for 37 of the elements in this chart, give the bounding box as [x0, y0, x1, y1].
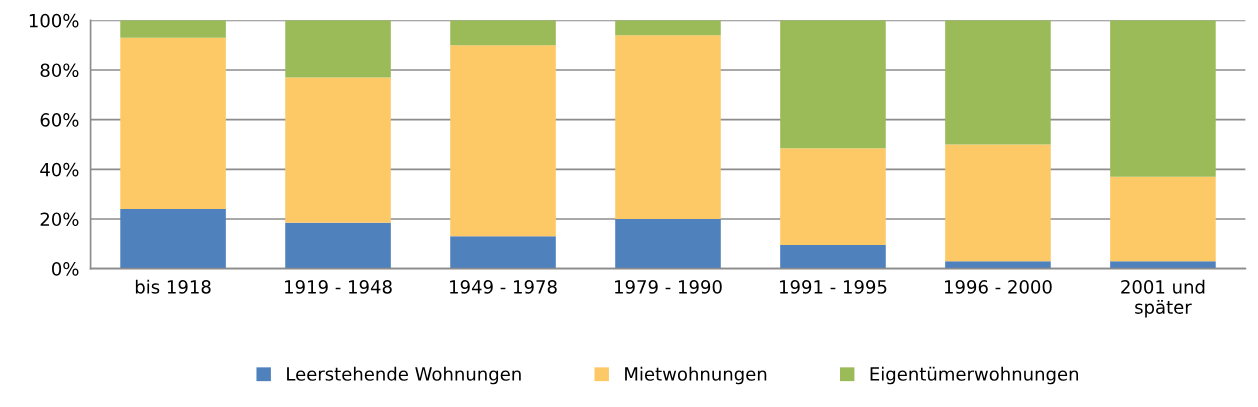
x-tick-label: bis 1918 — [135, 279, 211, 294]
bar — [615, 20, 721, 36]
bar — [120, 37, 226, 210]
x-tick-label: 1991 - 1995 — [780, 280, 887, 294]
y-tick-label: 20% — [40, 212, 79, 227]
x-tick-label: 1949 - 1978 — [450, 280, 557, 294]
bar — [1110, 20, 1216, 177]
bar — [120, 209, 226, 269]
bar — [450, 20, 556, 46]
bar — [450, 236, 556, 269]
y-tick-label: 40% — [40, 162, 79, 177]
bar — [780, 148, 886, 246]
bar — [945, 20, 1051, 145]
y-tick-label: 60% — [40, 113, 79, 127]
bar — [780, 20, 886, 149]
x-tick-label: 1996 - 2000 — [944, 280, 1052, 294]
bar — [285, 222, 391, 269]
bar — [780, 245, 886, 269]
x-tick-label: 2001 und später — [1121, 279, 1205, 318]
bar — [1110, 176, 1216, 262]
legend-label: Eigentümerwohnungen — [870, 366, 1079, 385]
bar — [615, 218, 721, 269]
bar — [945, 261, 1051, 269]
legend-label: Leerstehende Wohnungen — [287, 366, 521, 385]
legend-label: Mietwohnungen — [625, 366, 767, 385]
y-tick-label: 0% — [52, 262, 79, 276]
y-tick-label: 100% — [29, 13, 79, 28]
x-tick-label: 1919 - 1948 — [285, 280, 392, 294]
bar — [285, 20, 391, 78]
bar — [285, 77, 391, 223]
bar — [945, 144, 1051, 262]
bar — [1110, 261, 1216, 269]
bar — [450, 45, 556, 237]
bar — [615, 35, 721, 219]
y-tick-label: 80% — [40, 63, 79, 78]
x-tick-label: 1979 - 1990 — [615, 280, 722, 294]
bar — [120, 20, 226, 38]
